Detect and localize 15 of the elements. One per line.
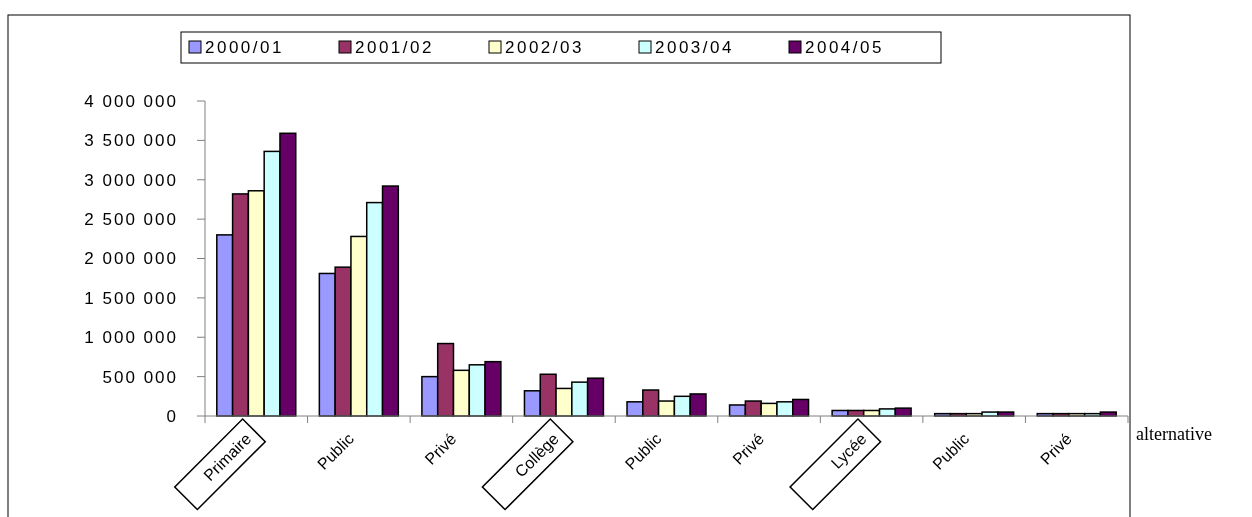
legend-label: 2002/03	[505, 37, 584, 57]
y-tick-label: 500 000	[102, 367, 178, 387]
y-tick-label: 0	[166, 406, 178, 426]
y-tick-label: 2 000 000	[84, 249, 178, 269]
y-tick-label: 2 500 000	[84, 210, 178, 230]
y-tick-label: 1 000 000	[84, 328, 178, 348]
legend-label: 2003/04	[655, 37, 734, 57]
legend-label: 2000/01	[205, 37, 284, 57]
legend-label: 2004/05	[805, 37, 884, 57]
y-tick-label: 3 500 000	[84, 131, 178, 151]
y-tick-label: 3 000 000	[84, 170, 178, 190]
y-tick-label: 1 500 000	[84, 288, 178, 308]
y-tick-label: 4 000 000	[84, 91, 178, 111]
legend-label: 2001/02	[355, 37, 434, 57]
text: alternative	[1136, 424, 1212, 444]
